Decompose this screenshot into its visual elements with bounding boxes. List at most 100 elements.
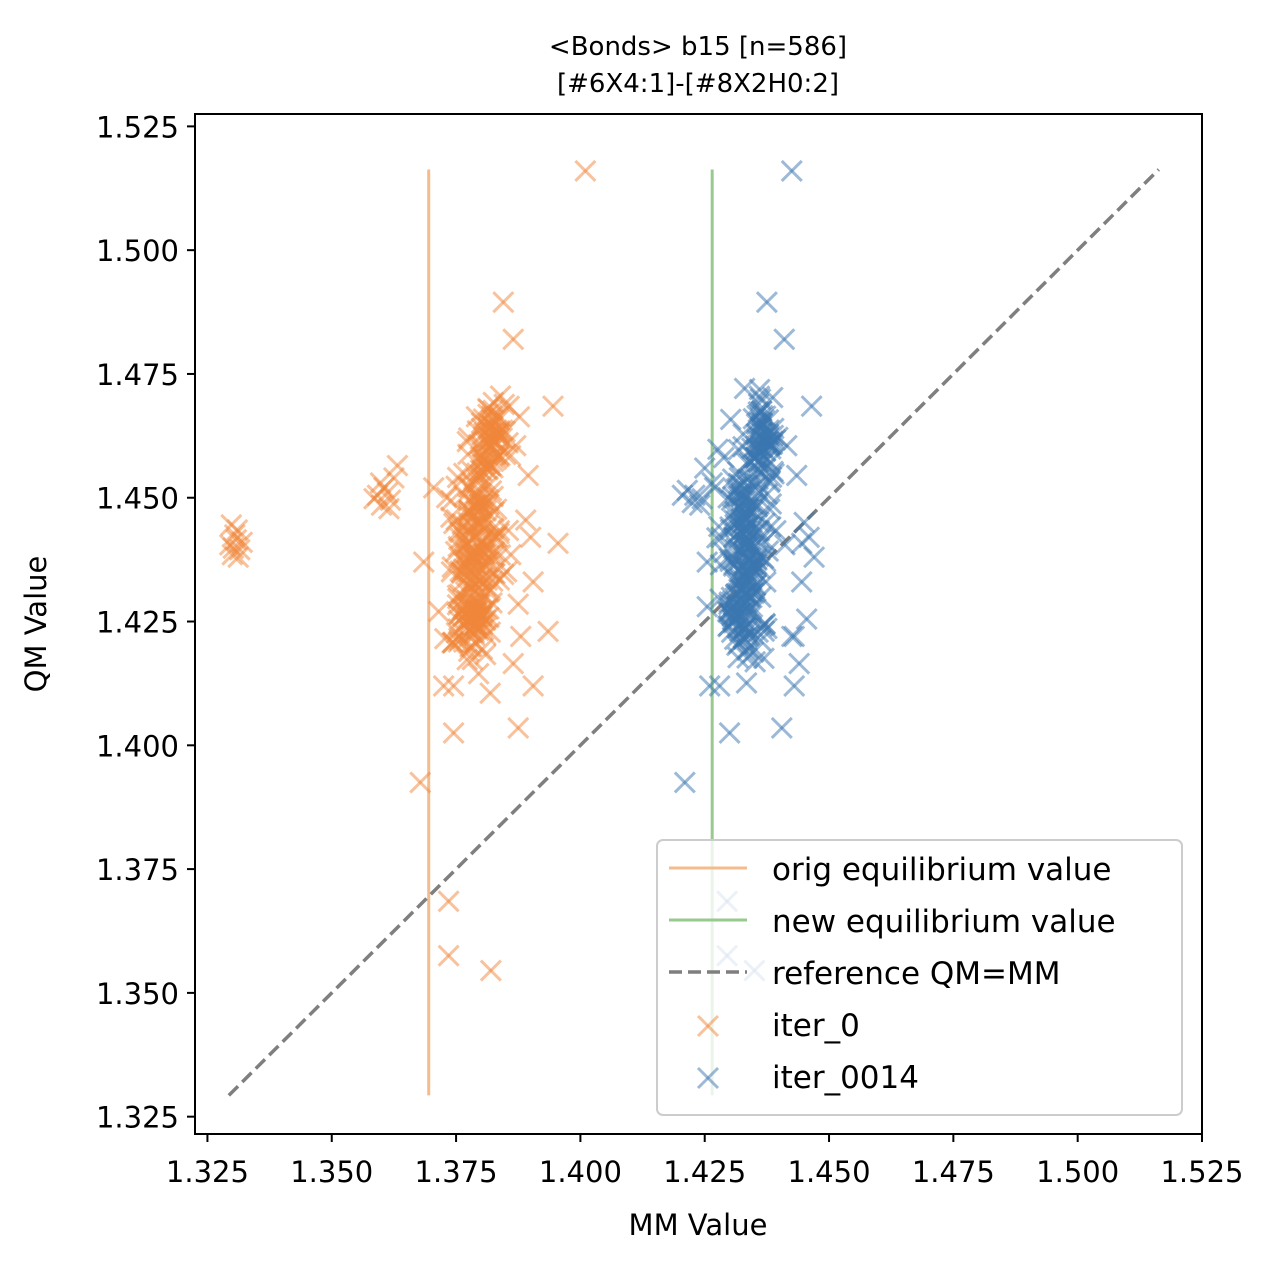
x-tick-label: 1.525 (1160, 1155, 1243, 1189)
legend-label-iter-0: iter_0 (772, 1008, 860, 1044)
data-point-iter-0014 (755, 291, 778, 314)
data-point-iter-0 (422, 476, 445, 499)
legend-label-iter-0014: iter_0014 (772, 1060, 919, 1096)
data-point-iter-0 (461, 545, 485, 568)
data-point-iter-0014 (724, 583, 747, 606)
data-point-iter-0 (480, 421, 503, 444)
data-point-iter-0 (492, 563, 515, 586)
data-point-iter-0 (222, 537, 245, 560)
data-point-iter-0014 (671, 484, 694, 507)
plot-area (218, 159, 1160, 1097)
data-point-iter-0 (412, 551, 435, 574)
data-point-iter-0 (459, 635, 482, 658)
data-point-iter-0 (220, 513, 243, 537)
data-point-iter-0 (440, 560, 463, 583)
data-point-iter-0 (427, 600, 450, 623)
legend: orig equilibrium value new equilibrium v… (656, 839, 1183, 1116)
y-tick-label: 1.525 (96, 110, 179, 144)
data-point-iter-0 (479, 959, 502, 982)
data-point-iter-0 (488, 519, 511, 542)
data-point-iter-0 (467, 662, 490, 685)
data-point-iter-0 (507, 593, 530, 616)
x-tick-label: 1.500 (1036, 1155, 1119, 1189)
data-point-iter-0 (452, 605, 475, 628)
data-point-iter-0014 (758, 498, 781, 521)
data-point-iter-0014 (688, 494, 711, 517)
legend-box (656, 839, 1183, 1116)
data-point-iter-0014 (751, 436, 774, 459)
reference-line (227, 168, 1160, 1097)
data-point-iter-0 (432, 674, 455, 697)
y-tick-label: 1.400 (96, 729, 179, 763)
data-point-iter-0014 (780, 625, 803, 648)
data-point-iter-0 (386, 454, 409, 477)
data-point-iter-0 (463, 564, 486, 587)
data-point-iter-0 (471, 453, 494, 476)
data-point-iter-0014 (773, 328, 796, 351)
data-point-iter-0014 (740, 601, 763, 624)
data-point-iter-0014 (803, 546, 826, 569)
data-point-iter-0014 (775, 434, 798, 457)
x-tick-label: 1.375 (415, 1155, 498, 1189)
data-point-iter-0014 (693, 456, 716, 480)
data-point-iter-0 (502, 328, 525, 351)
data-point-iter-0 (377, 497, 401, 520)
data-point-iter-0014 (727, 605, 750, 628)
data-point-iter-0 (444, 540, 467, 563)
legend-label-orig-equilibrium: orig equilibrium value (772, 852, 1112, 888)
data-point-iter-0014 (735, 671, 758, 695)
data-point-iter-0014 (770, 716, 793, 740)
chart-subtitle: [#6X4:1]-[#8X2H0:2] (557, 69, 839, 99)
data-point-iter-0 (502, 652, 525, 675)
legend-x-marker (696, 1066, 720, 1090)
data-point-iter-0014 (793, 511, 816, 534)
y-tick-label: 1.475 (96, 358, 179, 392)
data-point-iter-0 (482, 391, 505, 414)
data-point-iter-0014 (749, 629, 772, 652)
data-point-iter-0 (442, 721, 465, 744)
data-point-iter-0 (485, 419, 508, 442)
data-point-iter-0 (362, 487, 386, 510)
data-point-iter-0 (409, 771, 432, 794)
data-point-iter-0 (504, 434, 527, 457)
x-tick-label: 1.325 (166, 1155, 249, 1189)
data-point-iter-0 (221, 543, 244, 566)
data-point-iter-0 (574, 159, 597, 183)
axes-frame (194, 113, 1203, 1135)
legend-marker-iter-0014 (696, 1066, 720, 1090)
data-point-iter-0014 (795, 607, 818, 631)
y-tick-label: 1.450 (96, 482, 179, 516)
data-point-iter-0 (462, 526, 485, 549)
data-point-iter-0 (382, 466, 405, 489)
data-point-iter-0014 (719, 518, 742, 541)
data-point-iter-0 (369, 471, 392, 494)
data-point-iter-0014 (738, 571, 761, 595)
data-point-iter-0 (480, 591, 504, 615)
data-point-iter-0 (459, 615, 482, 638)
data-point-iter-0014 (701, 471, 724, 494)
y-tick-label: 1.375 (96, 853, 179, 887)
data-point-iter-0014 (749, 460, 772, 483)
data-point-iter-0014 (760, 466, 783, 489)
data-point-iter-0 (509, 625, 532, 648)
x-tick-label: 1.425 (663, 1155, 746, 1189)
x-tick-label: 1.450 (788, 1155, 871, 1189)
data-point-iter-0014 (746, 404, 769, 427)
data-point-iter-0014 (708, 674, 731, 697)
data-point-iter-0 (522, 674, 545, 697)
x-tick-label: 1.400 (539, 1155, 622, 1189)
data-point-iter-0014 (696, 551, 719, 574)
data-point-iter-0 (499, 543, 522, 566)
y-tick-label: 1.425 (96, 606, 179, 640)
data-point-iter-0014 (719, 408, 742, 431)
y-axis: 1.325 1.350 1.375 1.400 1.425 1.450 1.475 1.500… (96, 110, 195, 1135)
data-point-iter-0014 (755, 448, 778, 471)
legend-x-marker (696, 1014, 720, 1038)
data-point-iter-0014 (723, 628, 746, 651)
data-point-iter-0014 (705, 526, 728, 549)
legend-label-reference: reference QM=MM (772, 956, 1061, 992)
data-point-iter-0 (483, 562, 507, 585)
data-point-iter-0 (456, 503, 480, 527)
data-point-iter-0 (442, 674, 465, 697)
